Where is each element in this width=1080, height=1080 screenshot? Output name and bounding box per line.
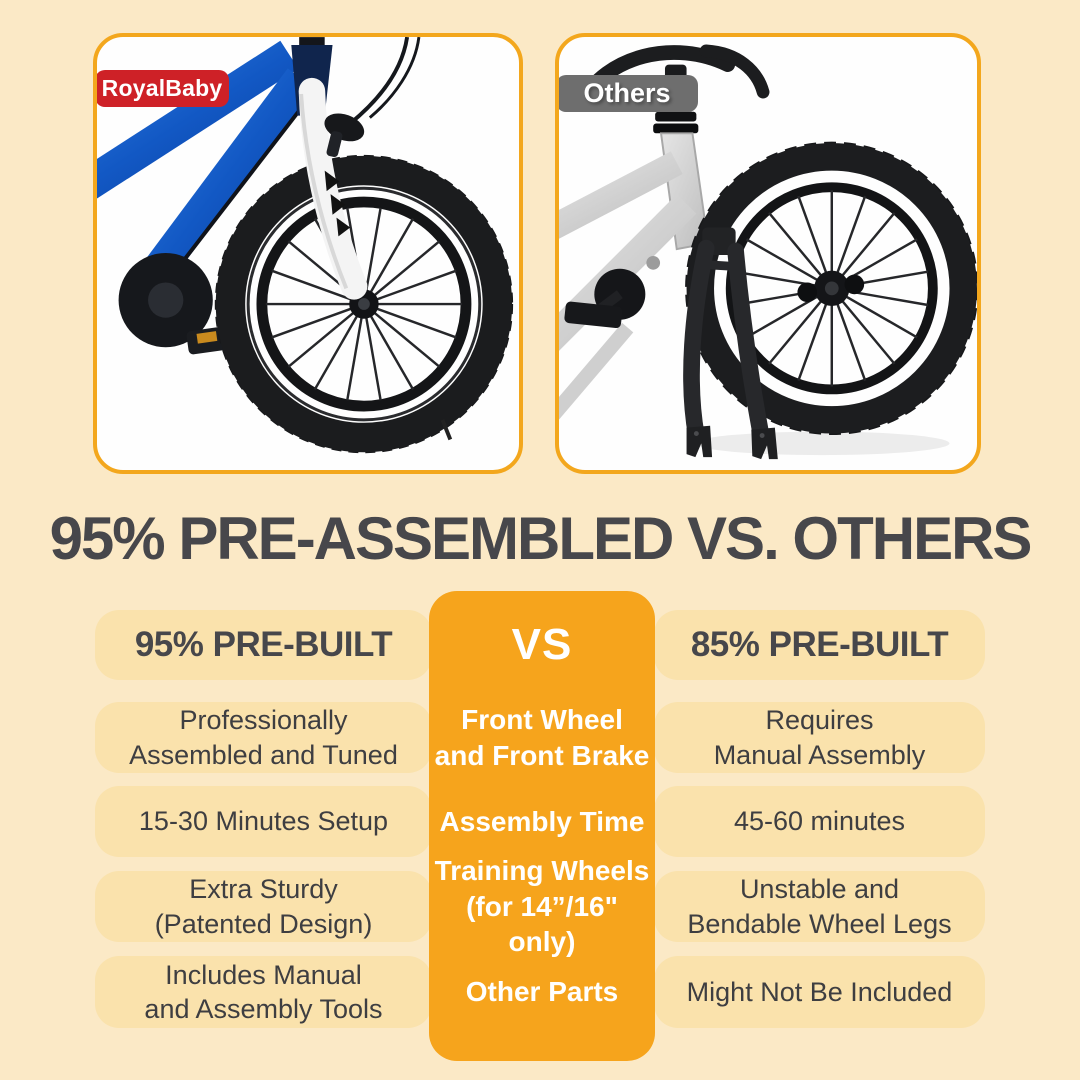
royalbaby-column-header: 95% PRE-BUILT [95, 610, 432, 680]
others-cell-row3: Unstable and Bendable Wheel Legs [654, 871, 985, 942]
royalbaby-cell-row2: 15-30 Minutes Setup [95, 786, 432, 857]
royalbaby-cell-row4: Includes Manual and Assembly Tools [95, 956, 432, 1028]
feature-cell-row4: Other Parts [465, 976, 619, 1008]
bike-frame [559, 132, 710, 420]
front-brake [324, 113, 365, 158]
feature-cell-row1: Front Wheel and Front Brake [434, 703, 650, 771]
royalbaby-cell-row1: Professionally Assembled and Tuned [95, 702, 432, 773]
others-badge-label: Others [583, 78, 671, 108]
others-cell-row1: Requires Manual Assembly [654, 702, 985, 773]
royalbaby-badge: RoyalBaby [97, 70, 229, 107]
page-title: 95% PRE-ASSEMBLED VS. OTHERS [49, 505, 1033, 572]
front-wheel [214, 154, 514, 454]
feature-cell-row2: Assembly Time [439, 805, 645, 837]
vs-column: VS Front Wheel and Front Brake Assembly … [429, 591, 655, 1061]
white-fork [298, 77, 368, 300]
others-cell-row2: 45-60 minutes [654, 786, 985, 857]
wheel-shadow [694, 431, 950, 456]
others-cell-row4: Might Not Be Included [654, 956, 985, 1028]
others-photo-panel: Others [555, 33, 981, 474]
royalbaby-photo-panel: RoyalBaby [93, 33, 523, 474]
royalbaby-badge-label: RoyalBaby [101, 75, 223, 101]
royalbaby-cell-row3: Extra Sturdy (Patented Design) [95, 871, 432, 942]
vs-label: VS [511, 619, 573, 669]
bike-frame [97, 40, 315, 355]
detached-fork [683, 227, 778, 460]
feature-cell-row3: Training Wheels (for 14”/16" only) [434, 854, 650, 958]
spokes [265, 207, 463, 401]
others-badge: Others [559, 75, 698, 112]
others-column-header: 85% PRE-BUILT [654, 610, 985, 680]
others-bike-illustration [559, 44, 977, 460]
royalbaby-bike-illustration [97, 37, 514, 454]
brake-cables [348, 37, 421, 125]
